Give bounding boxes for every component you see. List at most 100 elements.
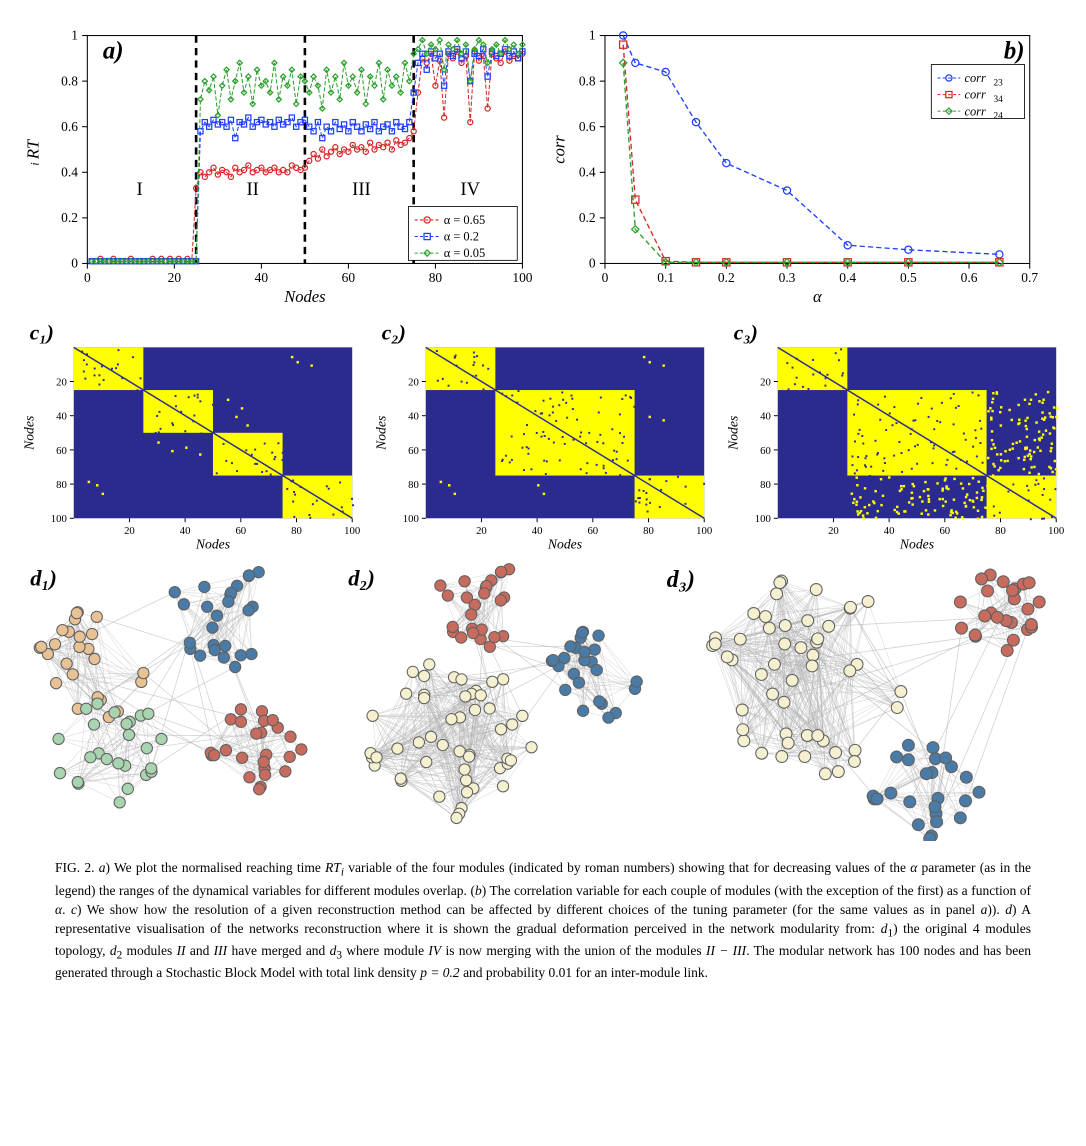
heatmap-c1: 2020404060608080100100NodesNodesc₁) bbox=[20, 318, 362, 553]
svg-text:c₁): c₁) bbox=[30, 321, 54, 345]
svg-text:60: 60 bbox=[342, 270, 356, 285]
panel-d1: d₁) bbox=[20, 561, 328, 842]
svg-text:0.2: 0.2 bbox=[579, 210, 596, 225]
svg-text:0.4: 0.4 bbox=[839, 270, 856, 285]
svg-text:0: 0 bbox=[589, 256, 596, 271]
svg-text:40: 40 bbox=[884, 525, 895, 537]
heatmap-c2: 2020404060608080100100NodesNodesc₂) bbox=[372, 318, 714, 553]
svg-text:100: 100 bbox=[755, 513, 771, 525]
figure-caption: FIG. 2. a) We plot the normalised reachi… bbox=[20, 849, 1066, 983]
svg-text:0.4: 0.4 bbox=[61, 164, 78, 179]
svg-text:60: 60 bbox=[760, 445, 771, 457]
network-d1: d₁) bbox=[20, 561, 328, 828]
svg-text:0.2: 0.2 bbox=[61, 210, 78, 225]
svg-text:80: 80 bbox=[291, 525, 302, 537]
svg-text:100: 100 bbox=[51, 513, 67, 525]
svg-text:Nodes: Nodes bbox=[726, 416, 741, 451]
caption-text: FIG. 2. a) We plot the normalised reachi… bbox=[55, 860, 1031, 980]
svg-text:24: 24 bbox=[993, 111, 1003, 121]
svg-text:80: 80 bbox=[56, 479, 67, 491]
svg-text:80: 80 bbox=[429, 270, 443, 285]
svg-text:α: α bbox=[813, 287, 822, 306]
row-ab: 02040608010000.20.40.60.81NodesRTiIIIIII… bbox=[20, 20, 1066, 310]
svg-text:d₁): d₁) bbox=[30, 565, 57, 590]
svg-text:80: 80 bbox=[760, 479, 771, 491]
network-d2: d₂) bbox=[338, 561, 646, 828]
svg-text:d₃): d₃) bbox=[666, 567, 694, 593]
svg-text:0.1: 0.1 bbox=[657, 270, 674, 285]
svg-text:α = 0.65: α = 0.65 bbox=[444, 213, 485, 227]
svg-text:α = 0.05: α = 0.05 bbox=[444, 246, 485, 260]
svg-text:80: 80 bbox=[995, 525, 1006, 537]
svg-text:b): b) bbox=[1004, 37, 1025, 64]
svg-text:1: 1 bbox=[71, 28, 78, 43]
svg-text:40: 40 bbox=[180, 525, 191, 537]
row-d: d₁) d₂) d₃) bbox=[20, 561, 1066, 842]
svg-text:0.8: 0.8 bbox=[579, 73, 596, 88]
svg-text:Nodes: Nodes bbox=[374, 416, 389, 451]
chart-a: 02040608010000.20.40.60.81NodesRTiIIIIII… bbox=[20, 20, 538, 310]
svg-text:60: 60 bbox=[235, 525, 246, 537]
svg-text:100: 100 bbox=[512, 270, 532, 285]
svg-text:34: 34 bbox=[993, 95, 1003, 105]
svg-text:corr: corr bbox=[550, 135, 569, 164]
panel-d2: d₂) bbox=[338, 561, 646, 842]
svg-text:0: 0 bbox=[84, 270, 91, 285]
svg-text:0.5: 0.5 bbox=[900, 270, 917, 285]
svg-text:III: III bbox=[352, 179, 371, 200]
svg-text:corr: corr bbox=[964, 104, 986, 118]
figure-container: 02040608010000.20.40.60.81NodesRTiIIIIII… bbox=[20, 20, 1066, 983]
heatmap-c3: 20 20 40 40 60 60 80 80 100 100 Nodes Nodes c₃) bbox=[724, 318, 1066, 553]
svg-text:20: 20 bbox=[168, 270, 182, 285]
svg-text:Nodes: Nodes bbox=[547, 537, 582, 552]
svg-text:60: 60 bbox=[408, 445, 419, 457]
svg-text:RT: RT bbox=[24, 138, 43, 160]
panel-c2: 2020404060608080100100NodesNodesc₂) bbox=[372, 318, 714, 553]
svg-text:0.4: 0.4 bbox=[579, 164, 596, 179]
svg-text:23: 23 bbox=[993, 78, 1003, 88]
svg-text:100: 100 bbox=[696, 525, 712, 537]
svg-text:α = 0.2: α = 0.2 bbox=[444, 230, 479, 244]
svg-text:40: 40 bbox=[408, 411, 419, 423]
svg-text:0: 0 bbox=[71, 256, 78, 271]
svg-text:80: 80 bbox=[643, 525, 654, 537]
panel-d3: d₃) bbox=[656, 561, 1066, 842]
svg-text:20: 20 bbox=[828, 525, 839, 537]
svg-text:60: 60 bbox=[56, 445, 67, 457]
svg-text:a): a) bbox=[103, 37, 124, 64]
svg-text:IV: IV bbox=[460, 179, 480, 200]
svg-text:20: 20 bbox=[760, 376, 771, 388]
panel-b: 00.10.20.30.40.50.60.700.20.40.60.81αcor… bbox=[548, 20, 1066, 310]
svg-text:0.6: 0.6 bbox=[961, 270, 978, 285]
svg-text:0.7: 0.7 bbox=[1021, 270, 1038, 285]
panel-c3: 20 20 40 40 60 60 80 80 100 100 Nodes Nodes c₃) bbox=[724, 318, 1066, 553]
svg-text:Nodes: Nodes bbox=[22, 416, 37, 451]
svg-text:40: 40 bbox=[760, 411, 771, 423]
svg-text:Nodes: Nodes bbox=[283, 287, 325, 306]
svg-text:0.6: 0.6 bbox=[61, 119, 78, 134]
row-c: 2020404060608080100100NodesNodesc₁) 2020… bbox=[20, 318, 1066, 553]
svg-text:corr: corr bbox=[964, 71, 986, 85]
svg-text:20: 20 bbox=[476, 525, 487, 537]
svg-text:100: 100 bbox=[344, 525, 360, 537]
svg-text:20: 20 bbox=[124, 525, 135, 537]
svg-text:0.3: 0.3 bbox=[779, 270, 796, 285]
svg-text:0.8: 0.8 bbox=[61, 73, 78, 88]
svg-text:Nodes: Nodes bbox=[899, 537, 934, 552]
svg-text:60: 60 bbox=[939, 525, 950, 537]
svg-text:Nodes: Nodes bbox=[195, 537, 230, 552]
svg-text:20: 20 bbox=[56, 376, 67, 388]
svg-text:100: 100 bbox=[403, 513, 419, 525]
svg-text:0.2: 0.2 bbox=[718, 270, 735, 285]
svg-text:corr: corr bbox=[964, 88, 986, 102]
svg-text:100: 100 bbox=[1048, 525, 1064, 537]
svg-text:i: i bbox=[30, 162, 42, 165]
svg-text:c₃): c₃) bbox=[734, 321, 758, 345]
svg-text:d₂): d₂) bbox=[348, 565, 375, 590]
panel-a: 02040608010000.20.40.60.81NodesRTiIIIIII… bbox=[20, 20, 538, 310]
svg-text:0: 0 bbox=[602, 270, 609, 285]
svg-text:I: I bbox=[136, 179, 142, 200]
chart-b: 00.10.20.30.40.50.60.700.20.40.60.81αcor… bbox=[548, 20, 1066, 310]
svg-text:40: 40 bbox=[255, 270, 269, 285]
network-d3: d₃) bbox=[656, 561, 1066, 842]
